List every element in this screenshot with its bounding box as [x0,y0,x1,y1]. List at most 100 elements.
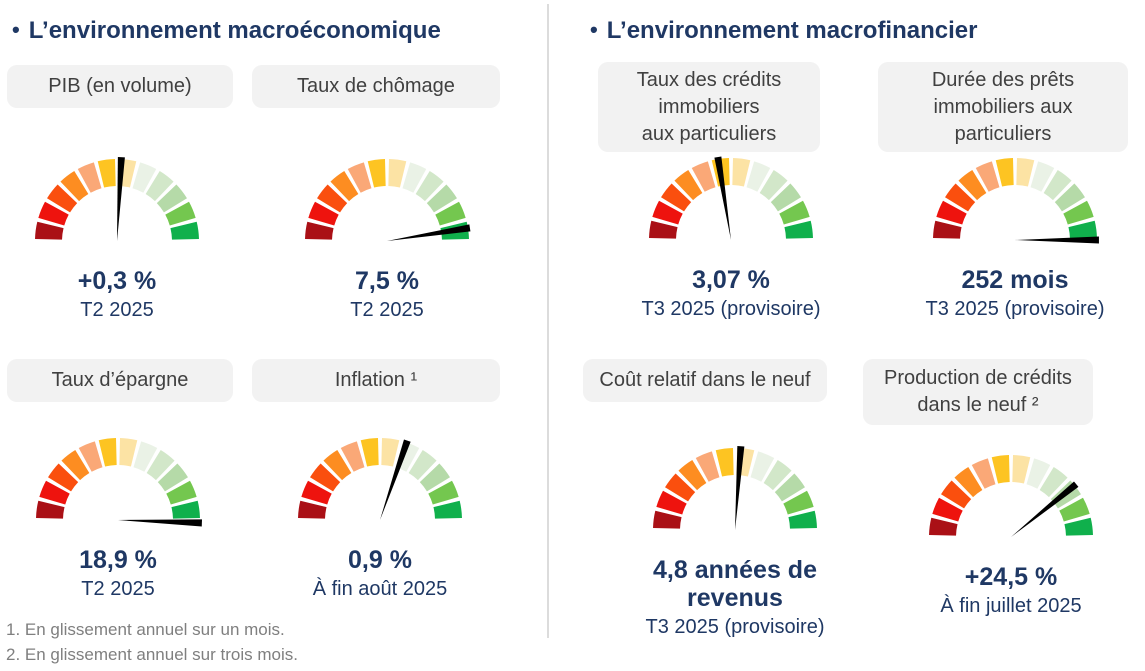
gauge-value: +24,5 % [964,563,1058,591]
gauge-label: Durée des prêts immobiliers aux particul… [878,62,1128,152]
gauge-label: Inflation ¹ [252,359,500,402]
gauge-segment [936,200,967,225]
gauge-segment [678,460,707,491]
gauge-caption: T3 2025 (provisoire) [925,298,1105,320]
footnote-1: 1. En glissement annuel sur un mois. [6,620,285,639]
gauge-segment [695,451,720,482]
gauge-segment [77,162,102,193]
gauge-segment [330,171,359,202]
gauge-segment [779,200,810,225]
gauge-label: Taux de chômage [252,65,500,108]
gauge-caption: T2 2025 [80,299,154,321]
gauge-caption: À fin août 2025 [312,578,448,600]
gauge-segment [784,220,813,239]
gauge-segment [323,450,352,481]
gauge-dial [305,159,471,241]
gauge-segment [929,517,958,536]
gauge-segment [1068,220,1097,239]
gauge-segment [38,201,69,226]
gauge-segment [146,450,175,481]
gauge-segment [98,438,117,467]
gauge-segment [298,500,327,519]
gauge-body: 3,07 % T3 2025 (provisoire) [616,152,846,321]
gauge-segment [1016,158,1035,187]
gauge-segment [367,159,386,188]
gauge-segment [941,480,972,509]
gauge-segment [1043,170,1072,201]
gauge-dial [929,455,1093,537]
vertical-divider [547,4,549,638]
gauge-segment [428,480,459,505]
gauge-needle [118,519,202,527]
gauge-card-epargne: Taux d’épargne 18,9 % T2 2025 [7,359,233,601]
gauge-segment [308,201,339,226]
gauge-segment [991,455,1010,484]
gauge-segment [433,500,462,519]
gauge-segment [35,221,64,240]
gauge-segment [933,220,962,239]
gauge-segment [305,221,334,240]
gauge-segment [750,451,775,482]
gauge-label: Taux d’épargne [7,359,233,402]
gauge-segment [763,460,792,491]
footnotes: 1. En glissement annuel sur un mois. 2. … [6,618,298,667]
gauge-caption: T2 2025 [350,299,424,321]
gauge-label: PIB (en volume) [7,65,233,108]
bullet-icon: • [590,17,598,42]
gauge-card-cout-relatif: Coût relatif dans le neuf 4,8 années de … [583,359,827,639]
gauge-segment [157,463,188,492]
gauge-segment [133,441,158,472]
section-title-text: L’environnement macroéconomique [28,17,441,44]
gauge-segment [310,463,341,492]
gauge-segment [1030,161,1055,192]
gauge-segment [435,201,466,226]
gauge-dial [298,438,462,520]
gauge-segment [415,171,444,202]
section-title-text: L’environnement macrofinancier [606,17,978,44]
gauge-segment [119,438,138,467]
gauge-segment [995,158,1014,187]
gauge-segment [945,183,976,212]
gauge-needle [380,439,411,520]
gauge-needle [1011,481,1079,537]
gauge-segment [171,500,200,519]
gauge-segment [746,161,771,192]
gauge-needle [387,224,471,241]
gauge-segment [649,220,678,239]
gauge-value: 7,5 % [355,267,419,295]
gauge-card-pib: PIB (en volume) +0,3 % T2 2025 [7,65,233,322]
gauge-segment [61,450,90,481]
gauge-segment [732,158,751,187]
gauge-segment [1026,458,1051,489]
gauge-dial [653,446,817,530]
section-title-macrofinancier: • L’environnement macrofinancier [590,17,977,45]
gauge-segment [770,183,801,212]
gauge-segment [48,463,79,492]
gauge-segment [301,480,332,505]
gauge-card-taux-credits: Taux des crédits immobiliers aux particu… [598,62,820,321]
gauge-segment [166,480,197,505]
gauge-dial [649,156,813,240]
gauge-needle [1015,236,1099,244]
gauge-dial [36,438,202,527]
gauge-segment [347,162,372,193]
footnote-2: 2. En glissement annuel sur trois mois. [6,644,298,664]
gauge-segment [1012,455,1031,484]
gauge-segment [165,201,196,226]
gauge-segment [419,463,450,492]
gauge-segment [78,441,103,472]
gauge-segment [1059,497,1090,522]
gauge-label: Coût relatif dans le neuf [583,359,827,402]
gauge-body: 252 mois T3 2025 (provisoire) [900,152,1130,321]
gauge-body: +24,5 % À fin juillet 2025 [896,425,1126,618]
gauge-segment [97,159,116,188]
gauge-segment [1039,467,1068,498]
gauge-segment [317,184,348,213]
gauge-value: 3,07 % [692,266,770,294]
gauge-segment [39,480,70,505]
gauge-needle [735,446,745,530]
gauge-value: +0,3 % [77,267,157,295]
gauge-segment [360,438,379,467]
gauge-dial [35,157,199,241]
